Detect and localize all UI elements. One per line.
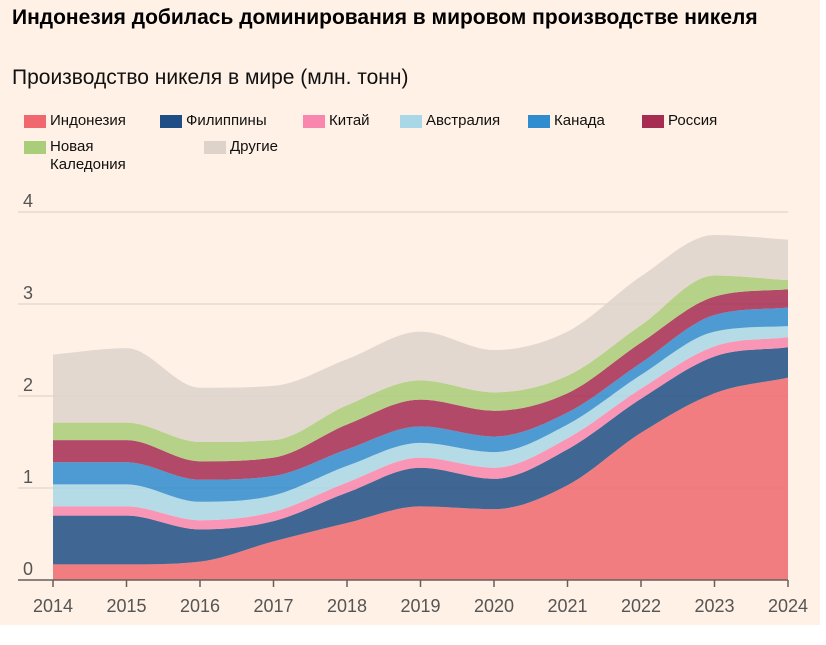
legend-label: Филиппины xyxy=(186,112,267,129)
area-филиппины xyxy=(53,347,788,565)
legend-swatch xyxy=(642,115,664,128)
x-axis: 2014 2015 2016 2017 2018 2019 2020 2021 2022 2023… xyxy=(18,579,808,616)
legend-item-new-caledonia: Новая Каледония xyxy=(24,138,174,174)
area-новая-каледония xyxy=(53,275,788,462)
x-tick-label: 2024 xyxy=(768,596,808,616)
x-tick-label: 2022 xyxy=(621,596,661,616)
x-tick-label: 2014 xyxy=(33,596,73,616)
legend-swatch xyxy=(24,141,46,154)
area-другие xyxy=(53,235,788,442)
legend-swatch xyxy=(24,115,46,128)
legend-swatch xyxy=(204,141,226,154)
stacked-areas xyxy=(53,235,788,580)
legend-label: Канада xyxy=(554,112,605,129)
y-tick-label: 2 xyxy=(23,375,33,395)
legend-swatch xyxy=(528,115,550,128)
legend-label: Австралия xyxy=(426,112,501,129)
legend-swatch xyxy=(400,115,422,128)
y-tick-label: 4 xyxy=(23,191,33,211)
legend-item-indonesia: Индонезия xyxy=(24,112,126,130)
legend-item-australia: Австралия xyxy=(400,112,500,130)
x-tick-label: 2016 xyxy=(180,596,220,616)
area-россия xyxy=(53,289,788,480)
area-канада xyxy=(53,307,788,502)
chart-title: Индонезия добилась доминирования в миров… xyxy=(12,6,758,29)
y-axis: 0 1 2 3 4 xyxy=(23,191,33,579)
x-tick-label: 2017 xyxy=(253,596,293,616)
x-tick-label: 2019 xyxy=(400,596,440,616)
legend-swatch xyxy=(303,115,325,128)
legend-item-china: Китай xyxy=(303,112,370,130)
x-tick-label: 2018 xyxy=(327,596,367,616)
legend-label: Индонезия xyxy=(50,112,126,129)
legend-item-canada: Канада xyxy=(528,112,605,130)
area-австралия xyxy=(53,326,788,521)
legend-label: Новая Каледония xyxy=(50,138,126,173)
area-индонезия xyxy=(53,377,788,580)
legend-item-philippines: Филиппины xyxy=(160,112,267,130)
legend-item-others: Другие xyxy=(204,138,278,156)
legend-item-russia: Россия xyxy=(642,112,717,130)
x-tick-label: 2020 xyxy=(474,596,514,616)
x-tick-label: 2023 xyxy=(694,596,734,616)
y-tick-label: 1 xyxy=(23,467,33,487)
x-tick-label: 2021 xyxy=(547,596,587,616)
area-китай xyxy=(53,337,788,530)
x-tick-label: 2015 xyxy=(106,596,146,616)
y-tick-label: 3 xyxy=(23,283,33,303)
y-tick-label: 0 xyxy=(23,559,33,579)
chart-frame: Индонезия добилась доминирования в миров… xyxy=(0,0,820,625)
legend-label: Другие xyxy=(230,138,279,155)
legend-label: Россия xyxy=(668,112,718,129)
chart-subtitle: Производство никеля в мире (млн. тонн) xyxy=(12,66,409,89)
legend-label: Китай xyxy=(329,112,370,129)
legend-swatch xyxy=(160,115,182,128)
